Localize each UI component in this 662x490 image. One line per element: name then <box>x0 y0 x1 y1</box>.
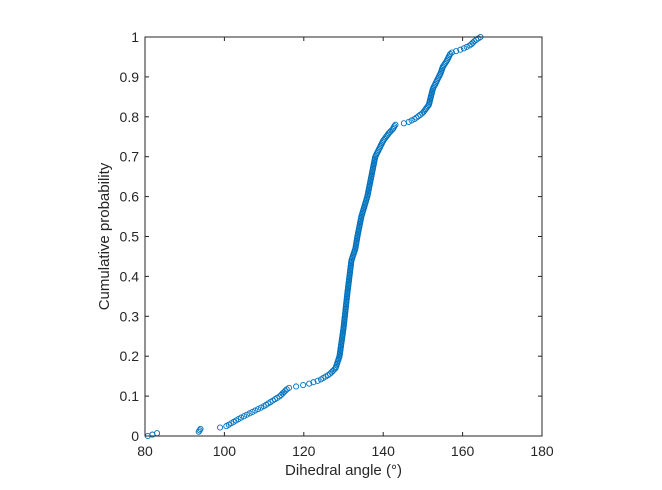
data-point <box>310 379 317 386</box>
data-point <box>463 43 470 50</box>
data-point <box>243 411 250 418</box>
y-tick-label: 0.1 <box>120 388 140 404</box>
data-point <box>392 121 399 128</box>
data-point <box>405 118 412 125</box>
y-tick-label: 0.8 <box>120 109 140 125</box>
y-tick-label: 0.5 <box>120 229 140 245</box>
data-point <box>448 49 455 56</box>
y-tick-label: 0.6 <box>120 189 140 205</box>
data-point <box>306 380 313 387</box>
y-axis-label: Cumulative probability <box>96 162 113 310</box>
data-point <box>217 424 224 431</box>
data-point <box>314 377 321 384</box>
data-point <box>300 382 307 389</box>
data-point <box>257 404 264 411</box>
data-point <box>196 427 203 434</box>
data-point <box>285 384 293 391</box>
y-tick-label: 0.9 <box>120 69 140 85</box>
data-point <box>453 48 460 55</box>
data-point <box>246 410 253 417</box>
plot-area <box>145 37 542 436</box>
data-point <box>408 117 415 124</box>
x-axis-label: Dihedral angle (°) <box>285 462 402 479</box>
x-tick-label: 100 <box>213 443 237 459</box>
y-tick-label: 0.4 <box>120 268 140 284</box>
x-tick-label: 140 <box>372 443 396 459</box>
x-tick-label: 80 <box>137 443 153 459</box>
data-points <box>144 33 484 440</box>
data-point <box>197 425 204 432</box>
data-point <box>293 383 300 390</box>
data-point <box>415 113 422 120</box>
data-point <box>391 123 398 130</box>
x-tick-label: 180 <box>530 443 554 459</box>
x-tick-label: 120 <box>292 443 316 459</box>
data-point <box>447 50 454 58</box>
data-point <box>240 413 248 420</box>
y-tick-label: 1 <box>131 29 139 45</box>
data-point <box>457 46 464 53</box>
y-tick-label: 0 <box>131 428 139 444</box>
axis-ticks: 80 100 120 140 160 180 0 0.1 0.2 0.3 0.4 0.5 0.6 0.7 0… <box>120 29 554 459</box>
x-tick-label: 160 <box>451 443 475 459</box>
y-tick-label: 0.2 <box>120 348 140 364</box>
y-tick-label: 0.7 <box>120 149 140 165</box>
data-point <box>238 414 245 421</box>
data-point <box>413 114 420 121</box>
y-tick-label: 0.3 <box>120 308 140 324</box>
data-point <box>252 407 259 414</box>
